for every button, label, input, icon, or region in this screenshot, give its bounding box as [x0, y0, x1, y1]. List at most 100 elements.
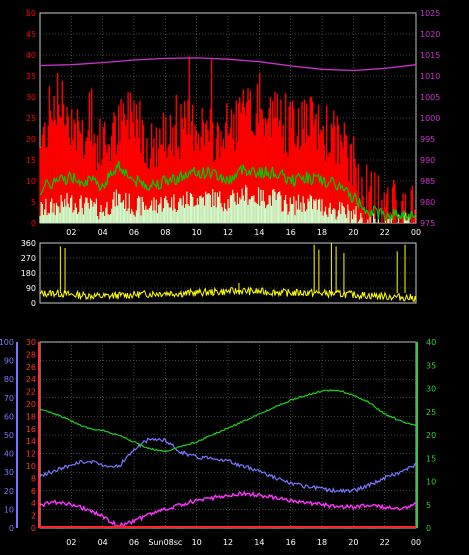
wind-speed-tick: 20 [26, 135, 36, 144]
pressure-tick: 1020 [420, 30, 440, 39]
wind-x-tick: 08 [160, 228, 170, 237]
humidity-temperature-panel: 0102030405060708090100024681012141618202… [0, 338, 436, 547]
pressure-tick: 1025 [420, 9, 440, 18]
rain-tick: 12 [26, 450, 36, 459]
pressure-tick: 975 [420, 219, 435, 228]
direction-line [39, 286, 417, 303]
humidity-x-tick: 22 [380, 538, 390, 547]
sun-rise-axis-label: Sun08sc [148, 538, 182, 547]
pressure-tick: 995 [420, 135, 435, 144]
humidity-tick: 80 [4, 375, 14, 384]
rain-tick: 8 [31, 474, 36, 483]
rain-tick: 22 [26, 388, 36, 397]
dewpoint-line [39, 490, 417, 527]
temperature-tick: 40 [426, 338, 436, 347]
humidity-tick: 40 [4, 450, 14, 459]
wind-speed-tick: 15 [26, 156, 36, 165]
wind-x-tick: 12 [223, 228, 233, 237]
wind-speed-tick: 35 [26, 72, 36, 81]
wind-x-tick: 02 [66, 228, 76, 237]
temperature-line [39, 388, 417, 453]
wind-x-tick: 16 [286, 228, 296, 237]
wind-x-tick: 00 [411, 228, 421, 237]
pressure-tick: 1000 [420, 114, 440, 123]
pressure-tick: 985 [420, 177, 435, 186]
humidity-x-tick: 02 [66, 538, 76, 547]
temperature-tick: 5 [426, 501, 431, 510]
rain-tick: 24 [26, 375, 36, 384]
wind-speed-tick: 50 [26, 9, 36, 18]
wind-pressure-panel: 0510152025303540455097598098599099510001… [26, 9, 441, 237]
wind-average-line [39, 160, 417, 222]
wind-speed-tick: 25 [26, 114, 36, 123]
direction-tick: 0 [31, 299, 36, 308]
rain-tick: 10 [26, 462, 36, 471]
rain-tick: 0 [31, 524, 36, 533]
direction-plot-frame [39, 242, 417, 304]
pressure-title: Presión [372, 0, 416, 13]
humidity-x-tick: 12 [223, 538, 233, 547]
direction-label-s: S [436, 269, 444, 283]
humidity-x-tick: 14 [254, 538, 264, 547]
wind-x-tick: 14 [254, 228, 264, 237]
humidity-tick: 90 [4, 357, 14, 366]
temperature-tick: 15 [426, 454, 436, 463]
wind-x-tick: 20 [348, 228, 358, 237]
rain-title: Lluvia [2, 320, 37, 334]
wind-x-tick: 04 [98, 228, 108, 237]
wind-x-tick: 06 [129, 228, 139, 237]
pressure-tick: 1010 [420, 72, 440, 81]
wind-x-tick: 10 [192, 228, 202, 237]
humidity-x-tick: 10 [192, 538, 202, 547]
humidity-tick: 100 [0, 338, 14, 347]
pressure-tick: 990 [420, 156, 435, 165]
temperature-tick: 10 [426, 478, 436, 487]
humidity-tick: 70 [4, 394, 14, 403]
chart-date-title: 24 hora graphdata 15 Junio 2014 [172, 0, 371, 13]
wind-speed-tick: 30 [26, 93, 36, 102]
pressure-line [39, 57, 417, 72]
humidity-tick: 30 [4, 468, 14, 477]
humidity-title: Humedad [66, 320, 124, 334]
direction-label-n2: N [436, 299, 445, 313]
wind-speed-tick: 0 [31, 219, 36, 228]
temperature-tick: 35 [426, 361, 436, 370]
humidity-tick: 60 [4, 412, 14, 421]
temperature-tick: 0 [426, 524, 431, 533]
temperature-tick: 25 [426, 408, 436, 417]
humidity-tick: 20 [4, 487, 14, 496]
humidity-x-tick: 20 [348, 538, 358, 547]
humidity-tick: 50 [4, 431, 14, 440]
direction-tick: 90 [26, 284, 36, 293]
humidity-tick: 0 [9, 524, 14, 533]
rain-tick: 2 [31, 512, 36, 521]
sun-set-annotation: Sun Set [338, 493, 369, 502]
rain-tick: 16 [26, 425, 36, 434]
wind-speed-tick: 40 [26, 51, 36, 60]
rain-tick: 4 [31, 499, 36, 508]
dewpoint-title: Punto rocío [392, 320, 459, 334]
pressure-tick: 1015 [420, 51, 440, 60]
humidity-x-tick: 06 [129, 538, 139, 547]
rain-tick: 26 [26, 363, 36, 372]
sun-rise-annotation: Sun Rise [148, 493, 183, 502]
temperature-title: Temperatura [311, 320, 388, 334]
temperature-tick: 30 [426, 385, 436, 394]
rain-tick: 6 [31, 487, 36, 496]
rain-tick: 28 [26, 350, 36, 359]
humidity-x-tick: 04 [98, 538, 108, 547]
humidity-tick: 10 [4, 505, 14, 514]
wind-direction-panel: 0 90 180 270 360 [21, 239, 417, 308]
temperature-tick: 20 [426, 431, 436, 440]
humidity-x-tick: 00 [411, 538, 421, 547]
rain-tick: 18 [26, 412, 36, 421]
direction-label-n1: N [436, 239, 445, 253]
humidity-line [39, 437, 417, 494]
direction-tick: 270 [21, 254, 36, 263]
wind-x-tick: 22 [380, 228, 390, 237]
wind-speed-tick: 5 [31, 198, 36, 207]
direction-tick: 180 [21, 269, 36, 278]
rain-tick: 14 [26, 437, 36, 446]
wind-x-tick: 18 [317, 228, 327, 237]
